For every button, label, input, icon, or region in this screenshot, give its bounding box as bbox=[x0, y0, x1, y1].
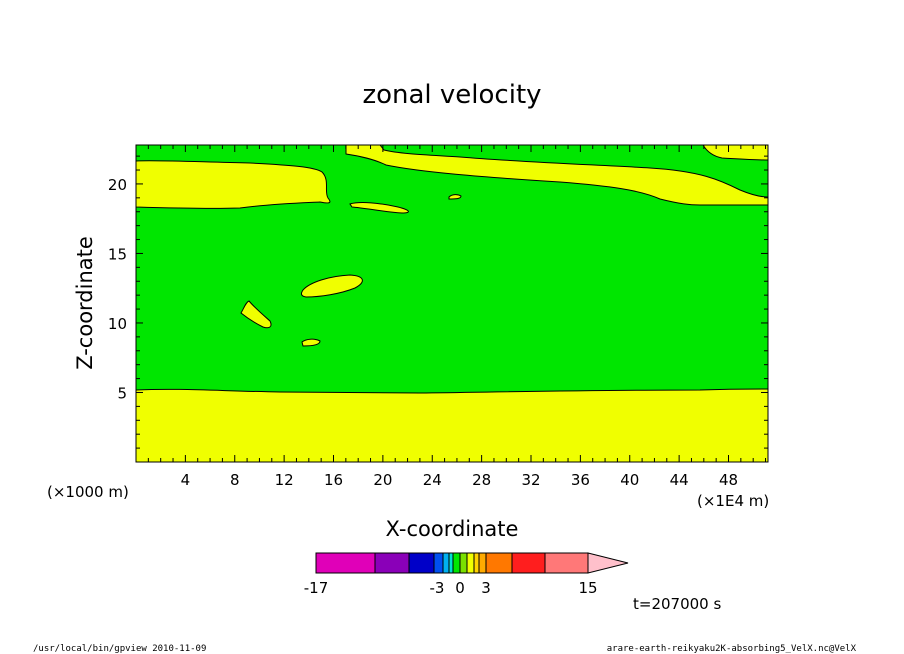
x-tick-label: 24 bbox=[423, 471, 442, 489]
y-tick-label: 20 bbox=[108, 176, 127, 194]
colorbar-segment bbox=[452, 552, 461, 574]
y-tick-label: 10 bbox=[108, 315, 127, 333]
yellow-patch-3 bbox=[300, 274, 363, 298]
x-tick-label: 8 bbox=[230, 471, 240, 489]
x-unit-left: (×1000 m) bbox=[47, 483, 129, 501]
colorbar-tick-label: 15 bbox=[578, 579, 597, 597]
x-axis: 4 8 12 16 20 24 28 32 36 40 44 48 bbox=[147, 145, 767, 489]
colorbar-tick-label: -17 bbox=[304, 579, 329, 597]
colorbar-segment bbox=[315, 552, 376, 574]
colorbar-extend-arrow bbox=[587, 552, 629, 574]
plot-area bbox=[135, 144, 769, 463]
colorbar-segment bbox=[459, 552, 468, 574]
colorbar-tick-label: 3 bbox=[481, 579, 491, 597]
colorbar-segment bbox=[408, 552, 435, 574]
colorbar-segment bbox=[511, 552, 546, 574]
colorbar-segment bbox=[544, 552, 589, 574]
colorbar-tick-label: -3 bbox=[430, 579, 445, 597]
x-tick-label: 48 bbox=[719, 471, 738, 489]
colorbar-segment bbox=[466, 552, 475, 574]
x-tick-label: 32 bbox=[521, 471, 540, 489]
colorbar-segment bbox=[485, 552, 513, 574]
y-axis: 5 10 15 20 bbox=[108, 155, 768, 449]
x-tick-label: 28 bbox=[472, 471, 491, 489]
footer-right: arare-earth-reikyaku2K-absorbing5_VelX.n… bbox=[607, 644, 857, 654]
yellow-patch-1 bbox=[349, 202, 409, 214]
yellow-upper-band-right bbox=[345, 144, 769, 206]
yellow-upper-band bbox=[135, 160, 331, 209]
colorbar-segment bbox=[473, 552, 480, 574]
colorbar bbox=[315, 552, 629, 574]
x-tick-label: 20 bbox=[373, 471, 392, 489]
colorbar-segment bbox=[442, 552, 450, 574]
x-tick-label: 4 bbox=[181, 471, 191, 489]
chart-title: zonal velocity bbox=[362, 80, 541, 110]
x-tick-label: 12 bbox=[275, 471, 294, 489]
yellow-patch-4 bbox=[240, 300, 272, 329]
x-tick-label: 16 bbox=[324, 471, 343, 489]
plot-frame bbox=[135, 144, 769, 463]
yellow-patch-2 bbox=[448, 194, 462, 200]
colorbar-segment bbox=[433, 552, 444, 574]
x-tick-label: 36 bbox=[571, 471, 590, 489]
colorbar-segment bbox=[448, 552, 454, 574]
colorbar-segment bbox=[478, 552, 487, 574]
y-axis-label: Z-coordinate bbox=[73, 236, 97, 370]
colorbar-segment bbox=[374, 552, 410, 574]
colorbar-tick-label: 0 bbox=[455, 579, 465, 597]
y-tick-label: 5 bbox=[117, 384, 127, 402]
x-tick-label: 40 bbox=[620, 471, 639, 489]
yellow-patch-5 bbox=[301, 338, 321, 347]
x-tick-label: 44 bbox=[670, 471, 689, 489]
x-axis-label: X-coordinate bbox=[386, 517, 519, 541]
time-label: t=207000 s bbox=[633, 595, 721, 613]
footer-left: /usr/local/bin/gpview 2010-11-09 bbox=[33, 644, 206, 654]
x-unit-right: (×1E4 m) bbox=[697, 492, 769, 510]
colorbar-tick-labels: -17 -3 0 3 15 bbox=[304, 579, 598, 597]
yellow-top-right-patch bbox=[702, 144, 769, 161]
y-tick-label: 15 bbox=[108, 245, 127, 263]
yellow-lower-band bbox=[135, 388, 769, 463]
